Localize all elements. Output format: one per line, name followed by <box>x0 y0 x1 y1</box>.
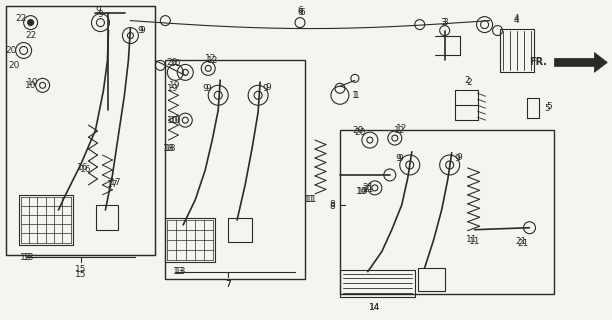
Text: 2: 2 <box>465 76 471 85</box>
Text: 22: 22 <box>25 31 36 40</box>
Text: 19: 19 <box>168 81 180 90</box>
Text: 19: 19 <box>166 84 178 93</box>
Text: 2: 2 <box>467 78 472 87</box>
Text: 11: 11 <box>469 237 480 246</box>
Text: 1: 1 <box>352 91 358 100</box>
Text: 8: 8 <box>329 200 335 209</box>
Text: 10: 10 <box>166 116 178 125</box>
Text: 21: 21 <box>362 183 373 192</box>
Text: 14: 14 <box>369 303 381 312</box>
Text: 17: 17 <box>106 180 118 189</box>
Text: 6: 6 <box>297 6 303 15</box>
Text: 10: 10 <box>25 81 36 90</box>
Text: 4: 4 <box>513 16 520 25</box>
Text: 16: 16 <box>80 165 91 174</box>
Circle shape <box>28 20 34 26</box>
Text: 17: 17 <box>110 179 121 188</box>
Text: 12: 12 <box>396 124 408 132</box>
Text: 20: 20 <box>354 128 365 137</box>
Text: 9: 9 <box>455 154 461 163</box>
Text: 12: 12 <box>204 54 216 63</box>
Text: 13: 13 <box>20 253 31 262</box>
Text: FR.: FR. <box>529 57 548 68</box>
Polygon shape <box>554 52 607 72</box>
Text: 8: 8 <box>329 202 335 211</box>
Text: 9: 9 <box>262 84 268 93</box>
Text: 20: 20 <box>5 46 17 55</box>
Text: 5: 5 <box>545 104 550 113</box>
Text: 12: 12 <box>394 126 406 135</box>
Text: 4: 4 <box>513 14 520 23</box>
Text: 11: 11 <box>304 195 316 204</box>
Text: 7: 7 <box>225 280 231 289</box>
Text: 22: 22 <box>15 14 26 23</box>
Text: 9: 9 <box>457 153 463 162</box>
Text: 15: 15 <box>75 270 86 279</box>
Text: 21: 21 <box>518 239 529 248</box>
Text: 9: 9 <box>397 154 403 163</box>
Text: 20: 20 <box>166 58 178 67</box>
Text: 13: 13 <box>174 267 186 276</box>
Text: 15: 15 <box>75 265 86 274</box>
Text: 11: 11 <box>466 235 477 244</box>
Text: 18: 18 <box>165 144 176 153</box>
Bar <box>340 130 554 294</box>
Text: 11: 11 <box>306 195 318 204</box>
Text: 9: 9 <box>203 84 208 93</box>
Text: 9: 9 <box>265 83 271 92</box>
Text: 9: 9 <box>138 26 143 35</box>
Text: 10: 10 <box>356 188 368 196</box>
Text: 9: 9 <box>395 154 401 163</box>
Text: 10: 10 <box>170 116 181 125</box>
Text: 1: 1 <box>354 91 360 100</box>
Text: 9: 9 <box>206 84 211 93</box>
Text: 3: 3 <box>442 18 447 27</box>
Text: 20: 20 <box>352 126 364 135</box>
Text: 9: 9 <box>95 6 102 15</box>
Text: 5: 5 <box>547 102 552 111</box>
Text: 18: 18 <box>163 144 174 153</box>
Text: 21: 21 <box>516 237 527 246</box>
Text: 13: 13 <box>173 267 184 276</box>
Bar <box>165 60 305 279</box>
Text: 3: 3 <box>440 18 446 27</box>
Text: 14: 14 <box>369 303 381 312</box>
Text: 20: 20 <box>8 61 20 70</box>
Text: 13: 13 <box>23 253 34 262</box>
Text: 10: 10 <box>357 188 368 196</box>
Bar <box>6 6 155 255</box>
Text: 10: 10 <box>27 78 39 87</box>
Text: 6: 6 <box>299 8 305 17</box>
Text: 9: 9 <box>97 10 103 19</box>
Text: 7: 7 <box>225 280 231 289</box>
Text: 21: 21 <box>362 185 373 194</box>
Text: 12: 12 <box>206 56 218 65</box>
Text: 16: 16 <box>76 164 88 172</box>
Text: 20: 20 <box>170 59 181 68</box>
Text: 6: 6 <box>297 8 303 17</box>
Text: 9: 9 <box>140 26 145 35</box>
